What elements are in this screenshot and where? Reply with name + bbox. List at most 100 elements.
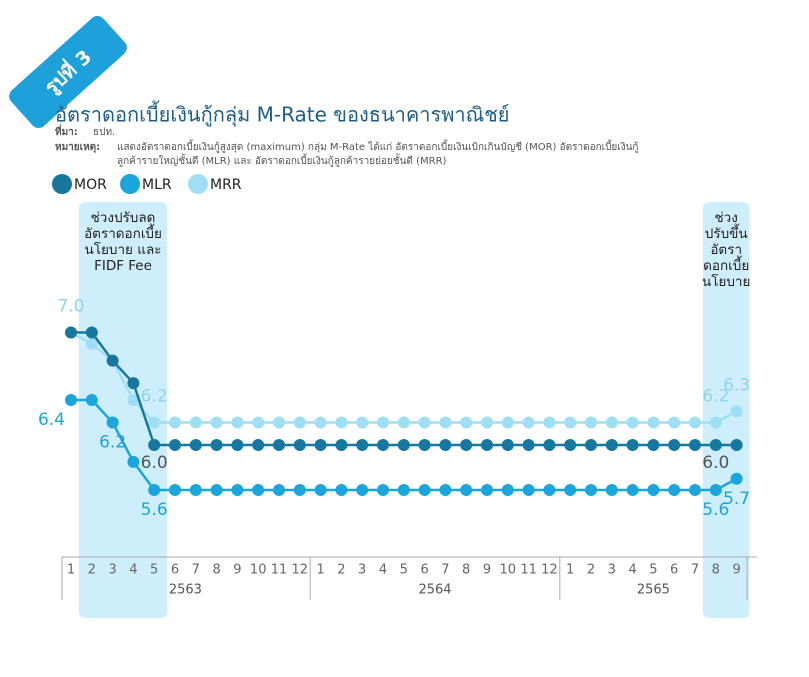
- data-point: [501, 416, 514, 429]
- data-point: [585, 439, 597, 451]
- data-point: [148, 416, 161, 429]
- x-tick-label: 1: [316, 563, 324, 578]
- data-point: [439, 484, 452, 496]
- x-tick-label: 5: [649, 563, 657, 578]
- data-point: [148, 484, 161, 496]
- highlight-label: ดอกเบี้ย: [703, 255, 749, 274]
- data-point: [377, 484, 389, 496]
- x-tick-label: 7: [192, 563, 200, 578]
- data-point: [460, 439, 473, 451]
- highlight-band: [78, 202, 168, 618]
- highlight-label: ช่วงปรับลด: [91, 210, 156, 226]
- data-point: [252, 484, 265, 496]
- value-label: 6.2: [99, 433, 126, 453]
- legend-marker: [188, 174, 208, 194]
- data-point: [626, 484, 639, 496]
- value-label: 5.6: [702, 500, 729, 520]
- x-group-label: 2564: [418, 583, 451, 598]
- data-point: [605, 416, 618, 429]
- data-point: [335, 439, 348, 451]
- x-tick-label: 3: [358, 563, 366, 578]
- highlight-band: [702, 202, 750, 618]
- x-group-label: 2563: [169, 583, 202, 598]
- data-point: [439, 439, 452, 451]
- data-point: [252, 439, 265, 451]
- data-point: [169, 439, 181, 451]
- data-point: [647, 484, 660, 496]
- data-point: [293, 484, 306, 496]
- x-tick-label: 6: [420, 563, 428, 578]
- highlight-label: นโยบาย: [702, 273, 750, 290]
- data-point: [564, 439, 577, 451]
- x-tick-label: 12: [292, 563, 309, 578]
- data-point: [377, 439, 389, 451]
- data-point: [335, 484, 348, 496]
- data-point: [585, 416, 597, 429]
- x-tick-label: 8: [462, 563, 470, 578]
- x-tick-label: 7: [441, 563, 449, 578]
- data-point: [689, 484, 701, 496]
- x-group-label: 2565: [637, 583, 670, 598]
- note-text: แสดงอัตราดอกเบี้ยเงินกู้สูงสุด (maximum)…: [117, 139, 638, 153]
- data-point: [585, 484, 597, 496]
- legend-marker: [52, 174, 72, 194]
- badge-ribbon: [9, 15, 127, 129]
- data-point: [314, 484, 327, 496]
- data-point: [127, 394, 140, 406]
- x-tick-label: 9: [483, 563, 491, 578]
- data-point: [189, 416, 202, 429]
- x-tick-label: 4: [379, 563, 387, 578]
- data-point: [252, 416, 265, 429]
- data-point: [626, 439, 639, 451]
- legend-label: MRR: [210, 177, 242, 193]
- data-point: [439, 416, 452, 429]
- source-text: ธปท.: [93, 127, 115, 138]
- data-point: [273, 484, 285, 496]
- data-point: [127, 455, 140, 468]
- data-point: [231, 439, 244, 451]
- data-point: [522, 416, 535, 429]
- data-point: [314, 439, 327, 451]
- data-point: [605, 484, 618, 496]
- data-point: [709, 416, 722, 429]
- x-tick-label: 1: [67, 563, 75, 578]
- x-tick-label: 9: [732, 563, 740, 578]
- data-point: [730, 405, 743, 418]
- data-point: [543, 416, 556, 429]
- data-point: [564, 416, 577, 429]
- legend-marker: [120, 174, 140, 194]
- x-tick-label: 1: [566, 563, 574, 578]
- data-point: [397, 439, 410, 451]
- x-tick-label: 3: [108, 563, 116, 578]
- data-point: [460, 484, 473, 496]
- note-label: หมายเหตุ:: [55, 142, 100, 153]
- value-label: 6.2: [141, 387, 168, 407]
- data-point: [668, 416, 681, 429]
- chart-title: อัตราดอกเบี้ยเงินกู้กลุ่ม M-Rate ของธนาค…: [55, 101, 509, 128]
- data-point: [418, 439, 431, 451]
- data-point: [481, 439, 493, 451]
- x-tick-label: 2: [337, 563, 345, 578]
- x-tick-label: 3: [608, 563, 616, 578]
- data-point: [189, 439, 202, 451]
- data-point: [689, 416, 701, 429]
- value-label: 5.6: [141, 500, 168, 520]
- data-point: [709, 484, 722, 496]
- data-point: [709, 439, 722, 451]
- data-point: [730, 439, 743, 451]
- source-label: ที่มา:: [55, 124, 78, 138]
- data-point: [501, 484, 514, 496]
- data-point: [210, 416, 223, 429]
- value-label: 6.0: [141, 453, 168, 473]
- x-tick-label: 9: [233, 563, 241, 578]
- legend-label: MLR: [142, 177, 172, 193]
- data-point: [501, 439, 514, 451]
- value-label: 6.2: [702, 387, 729, 407]
- highlight-label: ปรับขึ้น: [705, 223, 748, 242]
- data-point: [231, 484, 244, 496]
- data-point: [85, 394, 98, 406]
- x-tick-label: 11: [271, 563, 288, 578]
- highlight-label: อัตราดอกเบี้ย: [84, 223, 162, 242]
- data-point: [605, 439, 618, 451]
